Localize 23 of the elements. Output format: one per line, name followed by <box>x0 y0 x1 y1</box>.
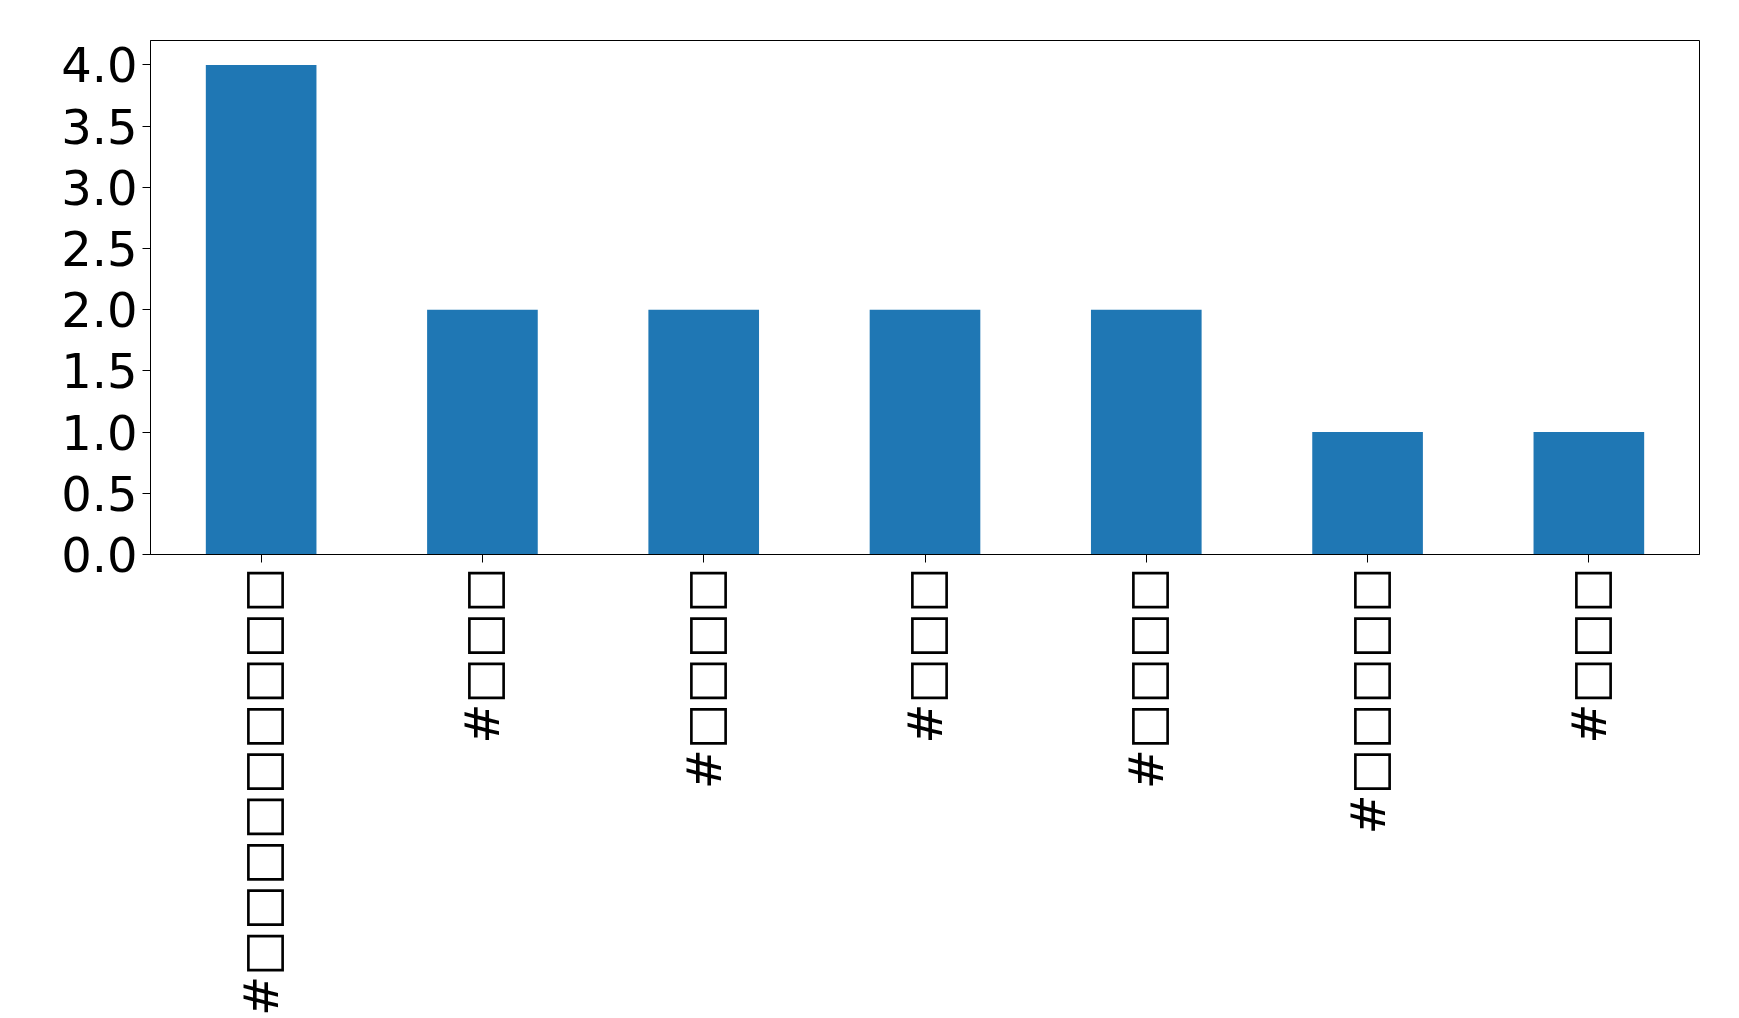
y-tick-label: 0.5 <box>61 465 138 522</box>
bar <box>1090 309 1202 555</box>
y-tick-label: 2.5 <box>61 221 138 278</box>
bar <box>869 309 981 555</box>
bar <box>205 64 317 555</box>
x-tick-label: #□□□ <box>454 567 511 744</box>
bar <box>427 309 538 555</box>
y-tick-label: 2.0 <box>61 282 138 339</box>
y-tick-label: 1.5 <box>61 343 138 400</box>
y-tick-label: 1.0 <box>61 404 138 461</box>
bar <box>1312 432 1423 555</box>
y-tick-label: 3.5 <box>61 98 138 155</box>
x-tick-label: #□□□□□ <box>1339 567 1396 835</box>
bar <box>1533 432 1645 555</box>
x-tick-label: #□□□ <box>897 567 953 744</box>
x-tick-label: #□□□□ <box>1118 567 1175 790</box>
x-tick-label: #□□□□ <box>675 567 732 790</box>
y-tick-label: 4.0 <box>61 37 138 94</box>
x-tick-label: #□□□ <box>1560 567 1617 744</box>
y-tick-label: 3.0 <box>61 159 138 216</box>
bar <box>648 309 760 555</box>
y-tick-label: 0.0 <box>61 527 138 583</box>
x-tick-label: #□□□□□□□□□ <box>233 567 290 1016</box>
